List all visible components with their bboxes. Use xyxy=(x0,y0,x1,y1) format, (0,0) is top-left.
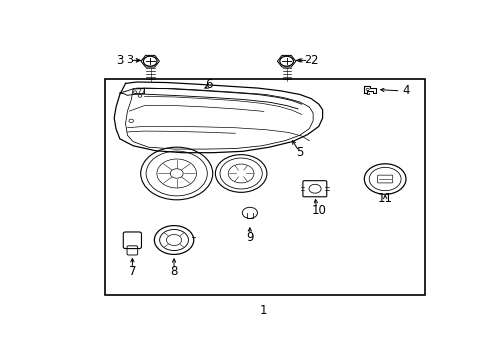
Text: 9: 9 xyxy=(245,231,253,244)
Text: 4: 4 xyxy=(401,84,409,97)
Text: 2: 2 xyxy=(303,55,310,66)
Bar xyxy=(104,79,424,296)
Text: 3: 3 xyxy=(116,54,123,67)
Text: 7: 7 xyxy=(128,265,136,278)
Text: 3: 3 xyxy=(125,55,133,66)
Text: 5: 5 xyxy=(296,146,303,159)
Text: 6: 6 xyxy=(205,78,212,91)
Text: 2: 2 xyxy=(310,54,317,67)
Text: 10: 10 xyxy=(311,204,325,217)
Text: 1: 1 xyxy=(260,304,267,317)
Text: 11: 11 xyxy=(377,192,392,205)
Text: 8: 8 xyxy=(170,265,177,278)
